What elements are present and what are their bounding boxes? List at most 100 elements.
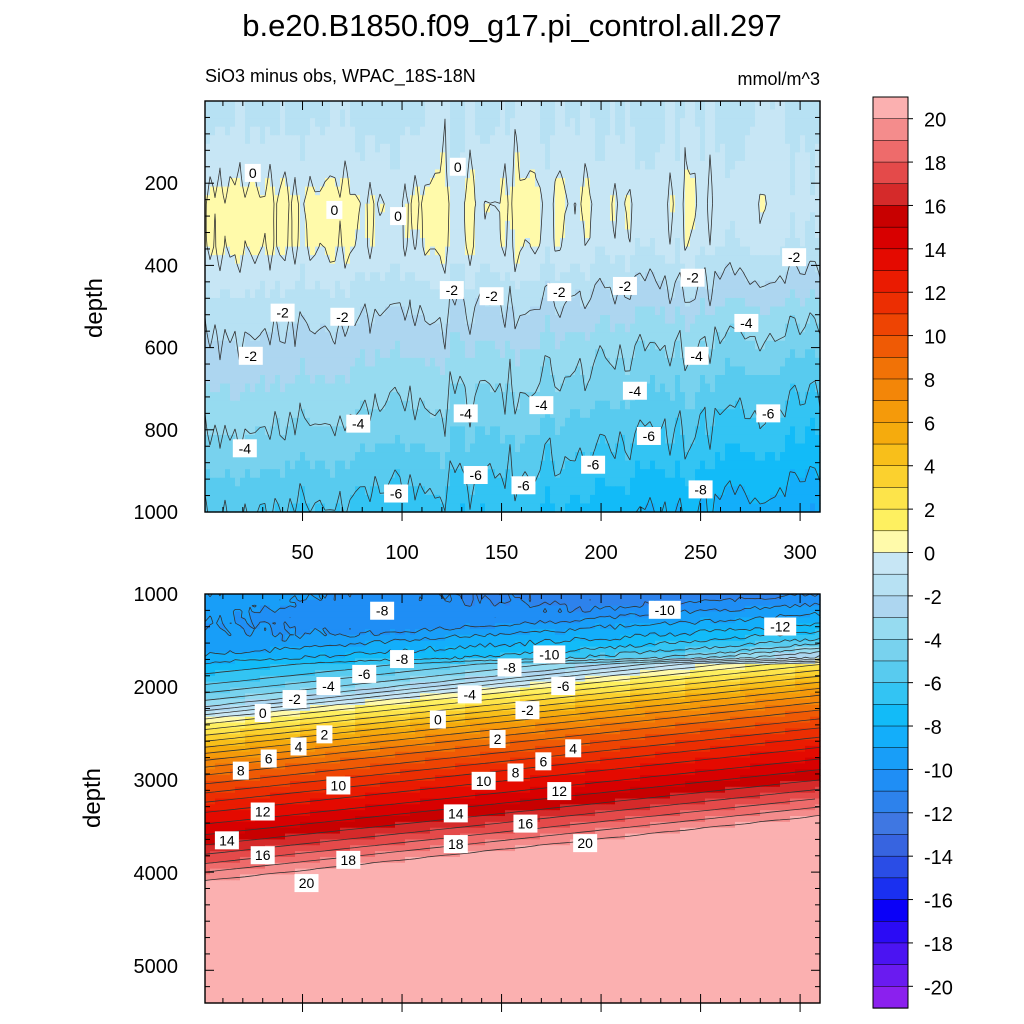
contour-cell <box>775 160 781 171</box>
contour-cell <box>600 272 606 282</box>
contour-cell <box>490 246 496 256</box>
contour-cell <box>255 101 261 111</box>
contour-cell <box>785 135 791 145</box>
contour-cell <box>455 238 461 248</box>
contour-cell <box>360 289 366 299</box>
contour-cell <box>505 417 511 427</box>
contour-cell <box>720 383 726 393</box>
contour-cell <box>715 220 721 231</box>
contour-cell <box>550 255 556 265</box>
contour-cell <box>645 101 651 111</box>
contour-cell <box>345 332 351 342</box>
contour-cell <box>385 417 391 427</box>
contour-cell <box>805 417 811 427</box>
contour-cell <box>490 392 496 402</box>
contour-cell <box>455 349 461 359</box>
contour-cell <box>285 426 291 436</box>
contour-cell <box>285 143 291 153</box>
contour-cell <box>385 109 391 119</box>
contour-cell <box>295 263 301 273</box>
contour-cell <box>600 212 606 222</box>
contour-cell <box>740 426 746 436</box>
contour-cell <box>570 409 576 419</box>
contour-cell <box>400 426 406 436</box>
contour-cell <box>320 169 326 179</box>
contour-cell <box>560 212 566 222</box>
contour-cell <box>640 195 646 205</box>
contour-cell <box>565 332 571 342</box>
contour-cell <box>580 366 586 376</box>
contour-cell <box>330 297 336 308</box>
contour-cell <box>470 434 476 445</box>
contour-cell <box>310 109 316 119</box>
contour-cell <box>390 246 396 256</box>
contour-cell <box>230 220 236 231</box>
contour-cell <box>555 306 561 316</box>
contour-cell <box>600 101 606 111</box>
contour-cell <box>520 409 526 419</box>
contour-cell <box>355 323 361 333</box>
contour-cell <box>225 238 231 248</box>
contour-cell <box>670 152 676 162</box>
contour-cell <box>480 332 486 342</box>
contour-cell <box>655 263 661 273</box>
contour-cell <box>635 212 641 222</box>
contour-cell <box>245 375 251 385</box>
contour-cell <box>230 409 236 419</box>
contour-cell <box>570 246 576 256</box>
contour-cell <box>790 152 796 162</box>
contour-cell <box>220 280 226 290</box>
contour-cell <box>720 434 726 445</box>
contour-cell <box>720 203 726 213</box>
contour-cell <box>305 135 311 145</box>
contour-cell <box>375 315 381 325</box>
contour-cell <box>800 417 806 427</box>
contour-cell <box>810 238 816 248</box>
contour-cell <box>770 238 776 248</box>
contour-cell <box>555 220 561 231</box>
contour-cell <box>230 349 236 359</box>
contour-cell <box>645 229 651 239</box>
contour-cell <box>250 383 256 393</box>
contour-cell <box>360 383 366 393</box>
contour-cell <box>320 160 326 171</box>
contour-cell <box>600 383 606 393</box>
contour-cell <box>280 332 286 342</box>
contour-cell <box>360 306 366 316</box>
contour-cell <box>375 220 381 231</box>
contour-cell <box>210 426 216 436</box>
contour-cell <box>420 434 426 445</box>
contour-cell <box>680 169 686 179</box>
contour-cell <box>530 143 536 153</box>
contour-cell <box>655 306 661 316</box>
contour-cell <box>625 409 631 419</box>
contour-cell <box>430 263 436 273</box>
contour-cell <box>390 280 396 290</box>
contour-cell <box>365 443 371 453</box>
contour-cell <box>730 340 736 350</box>
contour-cell <box>635 375 641 385</box>
contour-cell <box>235 417 241 427</box>
contour-cell <box>645 289 651 299</box>
contour-cell <box>395 297 401 308</box>
contour-cell <box>450 400 456 410</box>
contour-cell <box>710 255 716 265</box>
contour-cell <box>415 195 421 205</box>
contour-cell <box>790 426 796 436</box>
contour-cell <box>555 238 561 248</box>
contour-cell <box>265 349 271 359</box>
contour-cell <box>305 109 311 119</box>
contour-cell <box>600 409 606 419</box>
contour-cell <box>505 409 511 419</box>
contour-cell <box>365 434 371 445</box>
contour-cell <box>615 135 621 145</box>
contour-cell <box>635 109 641 119</box>
contour-cell <box>295 306 301 316</box>
contour-cell <box>410 349 416 359</box>
contour-cell <box>805 203 811 213</box>
contour-cell <box>280 263 286 273</box>
contour-cell <box>210 323 216 333</box>
contour-cell <box>455 340 461 350</box>
contour-cell <box>440 323 446 333</box>
contour-cell <box>805 143 811 153</box>
